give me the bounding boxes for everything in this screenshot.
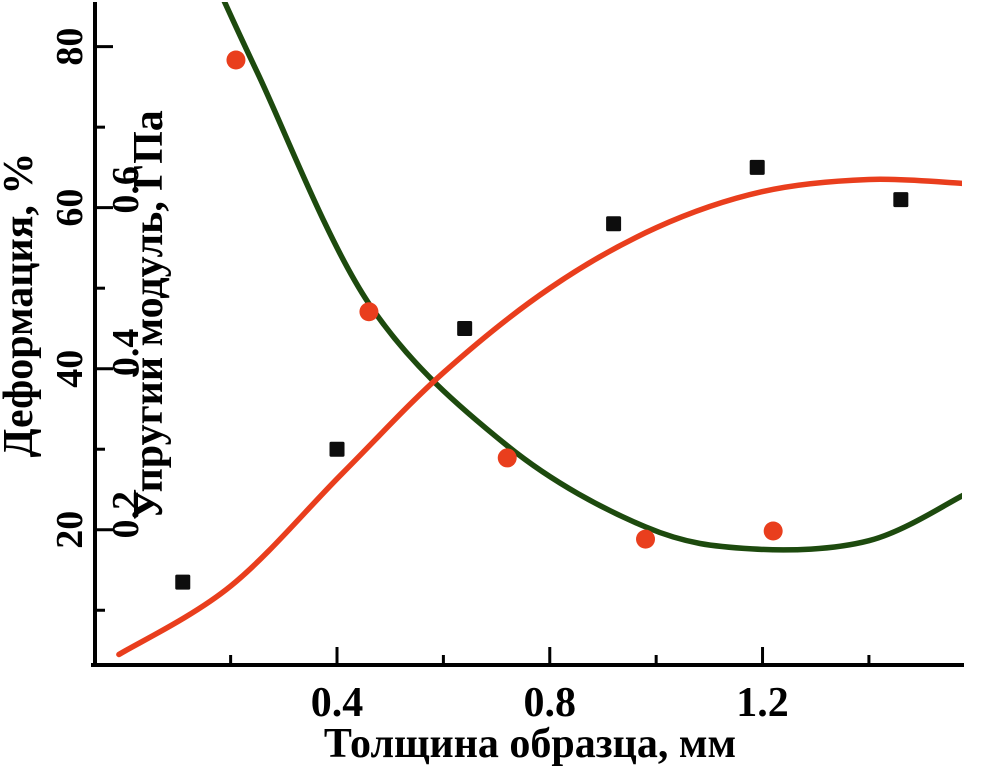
deformation-data-point — [175, 574, 191, 590]
plot-area: 0.4 0.8 1.2 20 40 60 80 0.2 0.4 0.6 — [49, 2, 964, 726]
y-tick-label-deformation: 80 — [49, 28, 91, 66]
modulus-data-point — [226, 50, 246, 70]
modulus-fit-curve — [221, 2, 962, 553]
y-tick-label-deformation: 40 — [49, 350, 91, 388]
deformation-data-point — [893, 192, 909, 208]
y-tick-label-deformation: 60 — [49, 189, 91, 227]
deformation-data-point — [606, 216, 622, 232]
deformation-fit-curve — [116, 176, 962, 658]
modulus-data-point — [636, 529, 656, 549]
deformation-data-point — [749, 159, 765, 175]
y-tick-label-modulus: 0.6 — [105, 166, 147, 214]
modulus-data-point — [497, 448, 517, 468]
x-tick-label: 0.4 — [311, 680, 364, 726]
y-axis-title-modulus: Упругий модуль, ГПа — [126, 110, 172, 520]
deformation-data-point — [329, 441, 345, 457]
y-tick-label-modulus: 0.4 — [105, 329, 147, 377]
modulus-data-point — [359, 302, 379, 322]
x-axis-title: Толщина образца, мм — [324, 721, 736, 767]
y-tick-label-deformation: 20 — [49, 511, 91, 549]
y-tick-label-modulus: 0.2 — [105, 491, 147, 539]
y-axis-title-deformation: Деформация, % — [0, 153, 42, 458]
deformation-data-point — [457, 320, 473, 336]
x-tick-label: 0.8 — [524, 680, 577, 726]
x-tick-label: 1.2 — [736, 680, 789, 726]
modulus-data-point — [763, 521, 783, 541]
